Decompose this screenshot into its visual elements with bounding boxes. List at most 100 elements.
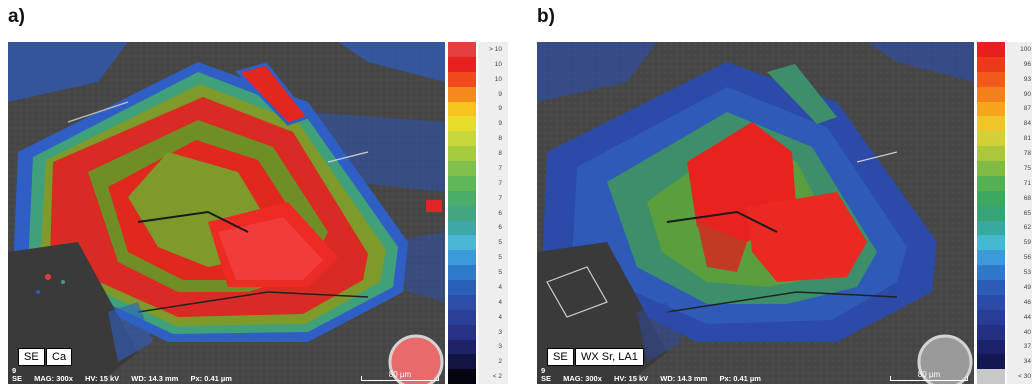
color-scale-tick: 9 [498,90,502,98]
color-scale-tick: 46 [1023,298,1031,306]
color-scale-tick: 5 [498,254,502,262]
meta-mag: MAG: 300x [563,374,602,383]
color-scale-swatch [448,116,476,132]
color-scale-tick: < 2 [492,373,502,381]
color-scale-tick: 4 [498,313,502,321]
color-scale-swatch [977,116,1005,132]
color-scale-swatch [977,101,1005,117]
mode-tag-se: SE [547,348,574,366]
color-scale-tick: 44 [1023,313,1031,321]
color-scale-swatch [977,146,1005,161]
color-scale-tick: 53 [1023,269,1031,277]
color-scale-swatch [448,42,476,57]
scale-bar: 80 µm [361,370,439,381]
color-scale-tick: 81 [1023,135,1031,143]
color-scale-swatch [448,280,476,295]
color-scale-tick: 49 [1023,283,1031,291]
color-scale-tick: 4 [498,283,502,291]
color-scale-swatch [977,324,1005,340]
meta-index: 9 [12,366,17,375]
color-scale-swatch [977,71,1005,87]
color-scale-tick: 56 [1023,254,1031,262]
color-scale-swatch [448,71,476,87]
color-scale-swatch [448,131,476,147]
color-scale-tick: 5 [498,239,502,247]
color-scale-tick: 100 [1020,45,1031,53]
meta-hv: HV: 15 kV [84,374,120,383]
color-scale-tick: 6 [498,209,502,217]
color-scale-tick: 62 [1023,224,1031,232]
element-tag-sr: WX Sr, LA1 [575,348,644,366]
color-scale-swatch [977,190,1005,206]
scale-bar: 80 µm [890,370,968,381]
color-scale-tick: 7 [498,194,502,202]
color-scale-tick: 9 [498,120,502,128]
color-scale-tick: 90 [1023,90,1031,98]
panel-label-a: a) [8,6,25,27]
meta-hv: HV: 15 kV [613,374,649,383]
meta-wd: WD: 14.3 mm [131,374,179,383]
color-scale-tick: 37 [1023,343,1031,351]
color-scale-swatch [448,265,476,280]
color-scale-tick: 68 [1023,194,1031,202]
panel-a: SE Ca 9 SE MAG: 300x HV: 15 kV WD: 14.3 … [8,42,508,384]
color-scale-swatch [977,309,1005,325]
color-scale-swatch [977,250,1005,266]
color-scale-tick: 9 [498,105,502,113]
color-scale-tick: 6 [498,224,502,232]
meta-detector: SE [541,374,552,383]
meta-wd: WD: 14.3 mm [660,374,708,383]
color-scale-swatch [977,280,1005,295]
color-scale-tick: 34 [1023,358,1031,366]
color-scale-labels: 100 96 93 90 87 84 81 78 75 71 68 65 62 59 56 53 49 46 44 4… [1007,42,1032,384]
color-scale-tick: 5 [498,269,502,277]
color-scale-swatch [977,265,1005,280]
mode-tag-se: SE [18,348,45,366]
color-scale-tick: 10 [494,60,502,68]
color-scale-tick: 2 [498,358,502,366]
color-scale-tick: 3 [498,343,502,351]
color-scale-swatch [977,42,1005,57]
color-scale-swatch [448,354,476,370]
color-scale-swatch [448,339,476,355]
color-scale-swatch [977,235,1005,251]
color-scale-swatch [977,369,1005,384]
color-scale-tick: 75 [1023,164,1031,172]
color-scale-swatch [977,294,1005,310]
color-scale-tick: 65 [1023,209,1031,217]
color-scale-swatch [448,309,476,325]
color-scale-swatch [448,161,476,176]
color-scale-swatch [448,324,476,340]
color-scale-swatch [448,86,476,102]
acquisition-metadata: 9 SE MAG: 300x HV: 15 kV WD: 14.3 mm Px:… [12,367,442,383]
color-scale-swatch [448,190,476,206]
color-scale-swatch [977,86,1005,102]
color-scale-tick: 7 [498,164,502,172]
color-scale-tick: 96 [1023,60,1031,68]
color-scale-swatch [448,101,476,117]
color-scale-swatch [977,161,1005,176]
acquisition-metadata: 9 SE MAG: 300x HV: 15 kV WD: 14.3 mm Px:… [541,367,971,383]
color-scale-swatch [977,131,1005,147]
meta-index: 9 [541,366,546,375]
color-scale-tick: 87 [1023,105,1031,113]
color-scale-tick: 40 [1023,328,1031,336]
meta-mag: MAG: 300x [34,374,73,383]
meta-detector: SE [12,374,23,383]
color-scale-swatch [448,250,476,266]
panel-b: SE WX Sr, LA1 9 SE MAG: 300x HV: 15 kV W… [537,42,1032,384]
color-scale-tick: 93 [1023,75,1031,83]
color-scale [977,42,1005,384]
element-tag-ca: Ca [46,348,73,366]
color-scale-swatch [448,220,476,236]
color-scale-tick: 8 [498,135,502,143]
sem-sr-map: SE WX Sr, LA1 9 SE MAG: 300x HV: 15 kV W… [537,42,974,384]
color-scale-swatch [448,294,476,310]
color-scale-swatch [448,369,476,384]
color-scale-tick: 10 [494,75,502,83]
color-scale-tick: 71 [1023,179,1031,187]
ca-map-image [8,42,445,384]
sr-map-image [537,42,974,384]
color-scale-swatch [448,175,476,191]
color-scale-tick: > 10 [489,45,502,53]
